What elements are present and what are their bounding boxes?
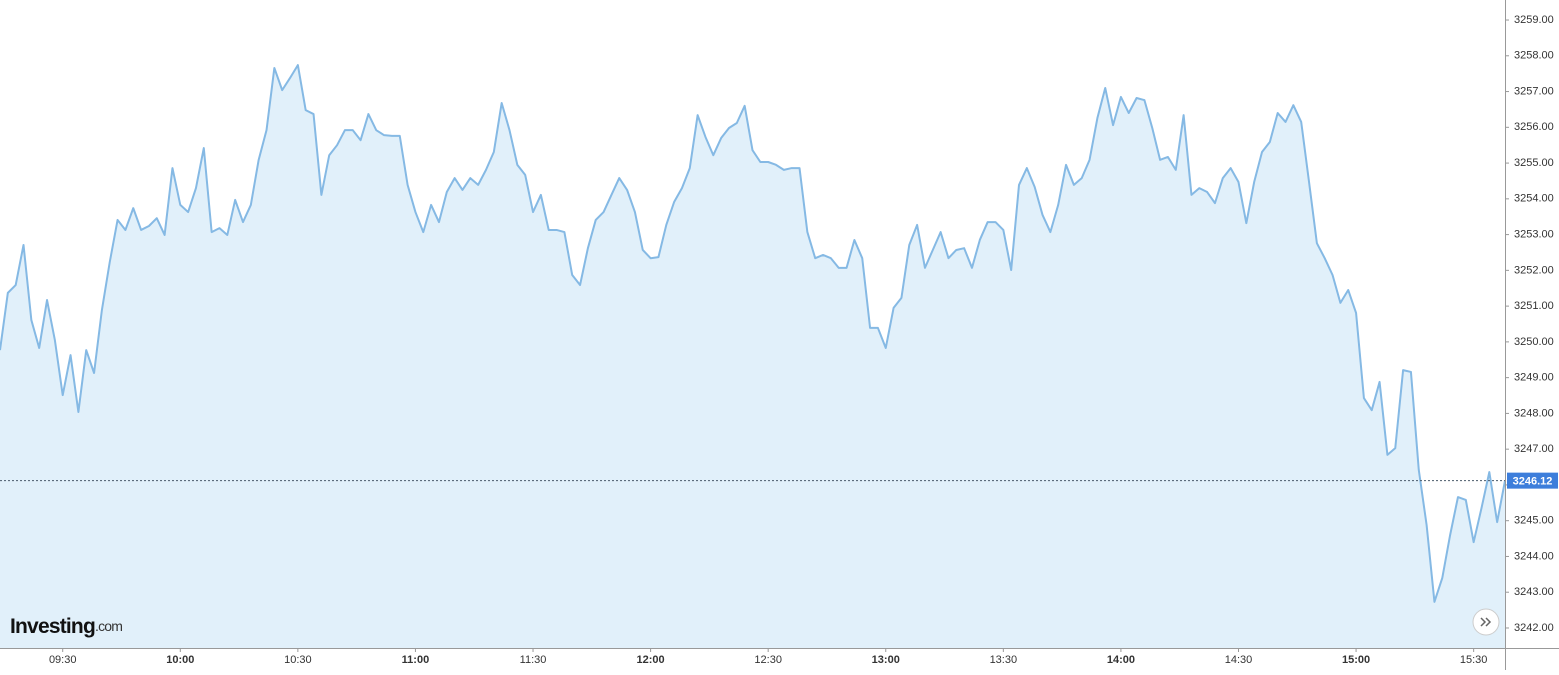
y-tick-label: 3254.00: [1514, 193, 1554, 205]
y-tick-label: 3248.00: [1514, 407, 1554, 419]
logo-name: Investing: [10, 615, 95, 638]
logo: Investing.com: [10, 615, 122, 638]
y-tick-label: 3247.00: [1514, 443, 1554, 455]
last-price-label: 3246.12: [1513, 476, 1553, 488]
x-tick-label: 11:30: [520, 654, 547, 666]
last-price-box: [1507, 472, 1558, 489]
y-tick-label: 3257.00: [1514, 85, 1554, 97]
x-tick-label: 12:00: [637, 654, 665, 666]
x-tick-label: 10:00: [166, 654, 194, 666]
x-tick-label: 13:30: [990, 654, 1018, 666]
y-tick-label: 3244.00: [1514, 550, 1554, 562]
scroll-button-icon[interactable]: [1480, 617, 1492, 627]
scroll-button[interactable]: [1472, 608, 1500, 636]
y-tick-label: 3255.00: [1514, 157, 1554, 169]
y-tick-label: 3242.00: [1514, 622, 1554, 634]
y-tick-label: 3243.00: [1514, 586, 1554, 598]
y-tick-label: 3252.00: [1514, 264, 1554, 276]
y-tick-label: 3250.00: [1514, 336, 1554, 348]
price-line: [0, 64, 1506, 603]
y-tick-label: 3249.00: [1514, 372, 1554, 384]
y-tick-label: 3245.00: [1514, 515, 1554, 527]
area-fill: [0, 65, 1505, 649]
y-tick-label: 3251.00: [1514, 300, 1554, 312]
y-tick-label: 3253.00: [1514, 229, 1554, 241]
x-tick-label: 13:00: [872, 654, 900, 666]
x-tick-label: 15:30: [1460, 654, 1488, 666]
x-tick-label: 15:00: [1342, 654, 1370, 666]
y-tick-label: 3256.00: [1514, 121, 1554, 133]
x-tick-label: 11:00: [402, 654, 430, 666]
y-tick-label: 3258.00: [1514, 50, 1554, 62]
logo-suffix: .com: [95, 618, 122, 634]
x-tick-label: 09:30: [49, 654, 77, 666]
y-tick-label: 3259.00: [1514, 14, 1554, 26]
x-tick-label: 10:30: [284, 654, 312, 666]
x-tick-label: 14:00: [1107, 654, 1135, 666]
plot-area: [0, 64, 1506, 649]
x-tick-label: 12:30: [754, 654, 782, 666]
x-tick-label: 14:30: [1225, 654, 1253, 666]
